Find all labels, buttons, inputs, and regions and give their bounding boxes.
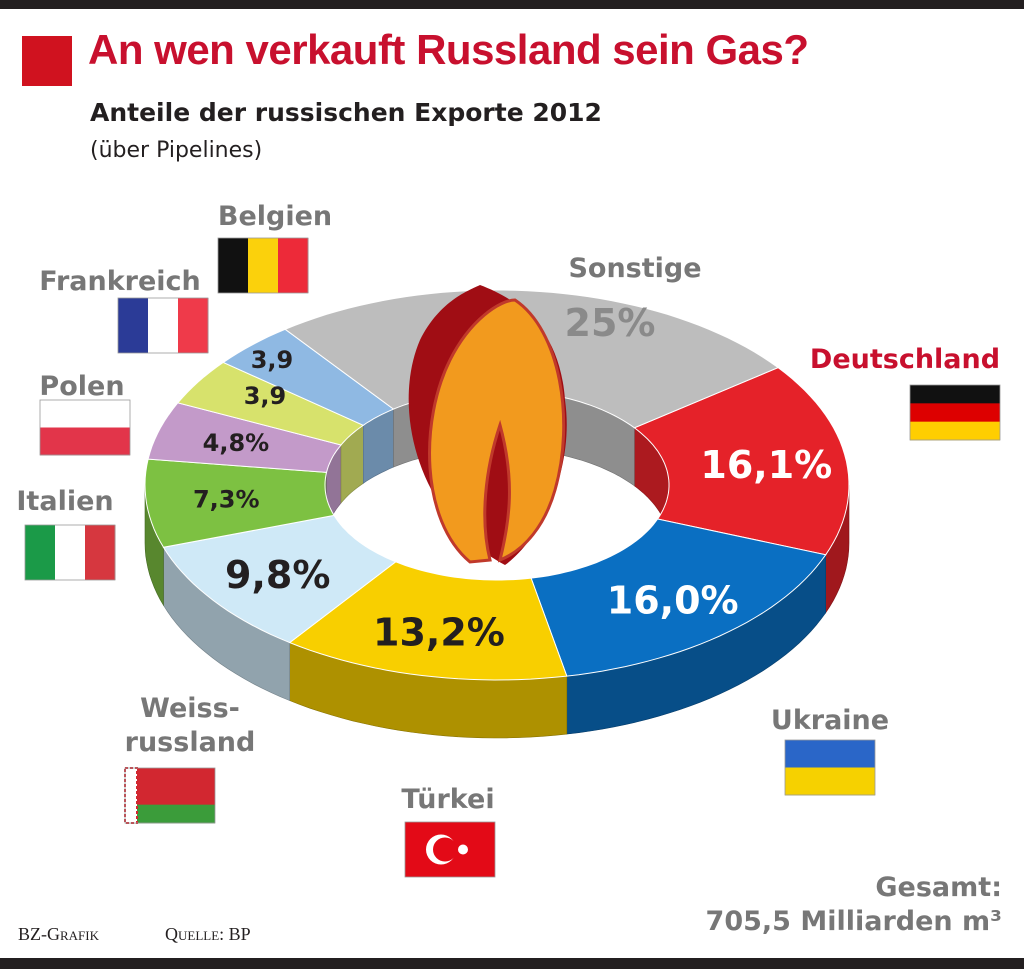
flag-star (458, 844, 468, 855)
flag-stripe (248, 238, 279, 293)
total-label: Gesamt: (875, 872, 1002, 903)
flag-stripe (118, 298, 149, 353)
flag-stripe (278, 238, 309, 293)
bottom-bar (0, 958, 1024, 969)
flag-border (784, 739, 876, 796)
value-label: 9,8% (225, 553, 330, 597)
flag (404, 821, 496, 878)
flag-stripe (85, 525, 116, 580)
category-label: Ukraine (770, 705, 890, 736)
title-square (22, 36, 72, 86)
value-label: 16,1% (700, 443, 832, 487)
category-label: Frankreich (39, 266, 201, 297)
flag-stripe (910, 403, 1000, 423)
note: (über Pipelines) (90, 138, 263, 163)
flag-border (404, 821, 496, 878)
flag-stripe (910, 421, 1000, 441)
flag-border (117, 297, 209, 354)
flag-stripe (25, 525, 56, 580)
flag (39, 399, 131, 456)
flag-stripe (125, 768, 215, 787)
flag (784, 739, 876, 796)
flag (117, 297, 209, 354)
value-label: 25% (565, 301, 656, 345)
flag-stripe (55, 525, 86, 580)
flag (217, 237, 309, 294)
credit: BZ-Grafik (18, 924, 100, 944)
value-label: 3,9 (251, 346, 294, 374)
category-label: Türkei (401, 784, 495, 815)
flag-stripe (218, 238, 249, 293)
title: An wen verkauft Russland sein Gas? (88, 26, 809, 73)
flag-stripe (785, 767, 875, 796)
value-label: 13,2% (373, 611, 505, 655)
value-label: 16,0% (607, 579, 739, 623)
flag-stripe (785, 740, 875, 768)
flag-stripe (40, 400, 130, 428)
value-label: 4,8% (203, 429, 270, 457)
flag-border (217, 237, 309, 294)
value-label: 3,9 (244, 382, 287, 410)
flag-stripe (148, 298, 179, 353)
flag (124, 767, 216, 824)
subtitle: Anteile der russischen Exporte 2012 (90, 98, 602, 127)
category-label: Belgien (217, 201, 333, 232)
value-label: 7,3% (193, 485, 260, 513)
category-label: Polen (39, 371, 125, 402)
flag-stripe (910, 385, 1000, 404)
total: 705,5 Milliarden m³ (705, 906, 1002, 937)
flag-border (909, 384, 1001, 441)
flag-border (124, 767, 216, 824)
flag-border (39, 399, 131, 456)
top-bar (0, 0, 1024, 9)
flame (428, 298, 566, 564)
flag-border (24, 524, 116, 581)
category-label: Deutschland (809, 344, 1001, 375)
category-label: Weiss- russland (124, 693, 256, 758)
category-label: Italien (16, 486, 114, 517)
source: Quelle: BP (165, 924, 251, 944)
flag (909, 384, 1001, 441)
flag-ornament (124, 767, 138, 824)
flag-crescent-cut (433, 837, 457, 862)
flag-stripe (125, 786, 215, 806)
category-label: Sonstige (568, 253, 702, 284)
flag (24, 524, 116, 581)
flag-stripe (40, 427, 130, 456)
flag-stripe (178, 298, 209, 353)
flag-stripe (125, 804, 215, 824)
